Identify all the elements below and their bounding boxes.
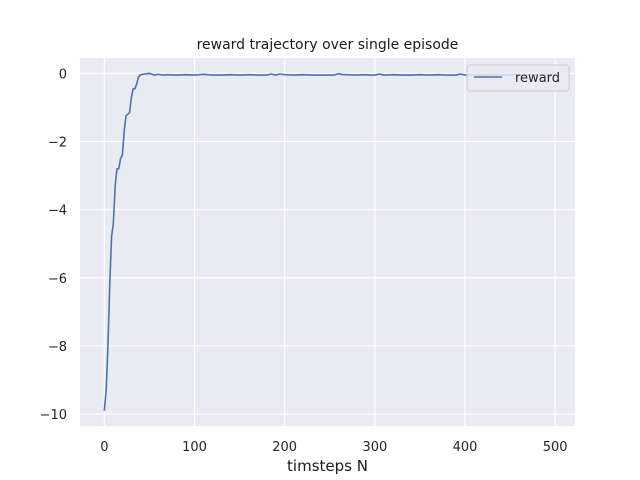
legend-box: [466, 64, 570, 92]
y-tick-label: −10: [40, 408, 67, 423]
grid-lines: [80, 58, 575, 426]
x-tick-label: 100: [182, 440, 207, 455]
x-tick-label: 0: [100, 440, 108, 455]
y-tick-label: −2: [48, 135, 67, 150]
y-tick-label: −6: [48, 272, 67, 287]
legend: reward: [466, 64, 570, 92]
x-tick-label: 400: [453, 440, 478, 455]
x-tick-labels: 0 100 200 300 400 500: [100, 440, 567, 455]
chart-title: reward trajectory over single episode: [197, 37, 459, 53]
y-tick-label: 0: [59, 67, 67, 82]
legend-label: reward: [515, 71, 560, 86]
y-tick-labels: 0 −2 −4 −6 −8 −10: [40, 67, 67, 423]
series-layer: [103, 72, 556, 411]
series-line-reward: [103, 72, 556, 411]
y-tick-label: −4: [48, 204, 67, 219]
x-tick-label: 200: [272, 440, 297, 455]
y-tick-label: −8: [48, 340, 67, 355]
x-tick-label: 500: [543, 440, 568, 455]
plot-background: [80, 58, 575, 426]
x-axis-label: timsteps N: [287, 457, 368, 475]
x-tick-label: 300: [362, 440, 387, 455]
